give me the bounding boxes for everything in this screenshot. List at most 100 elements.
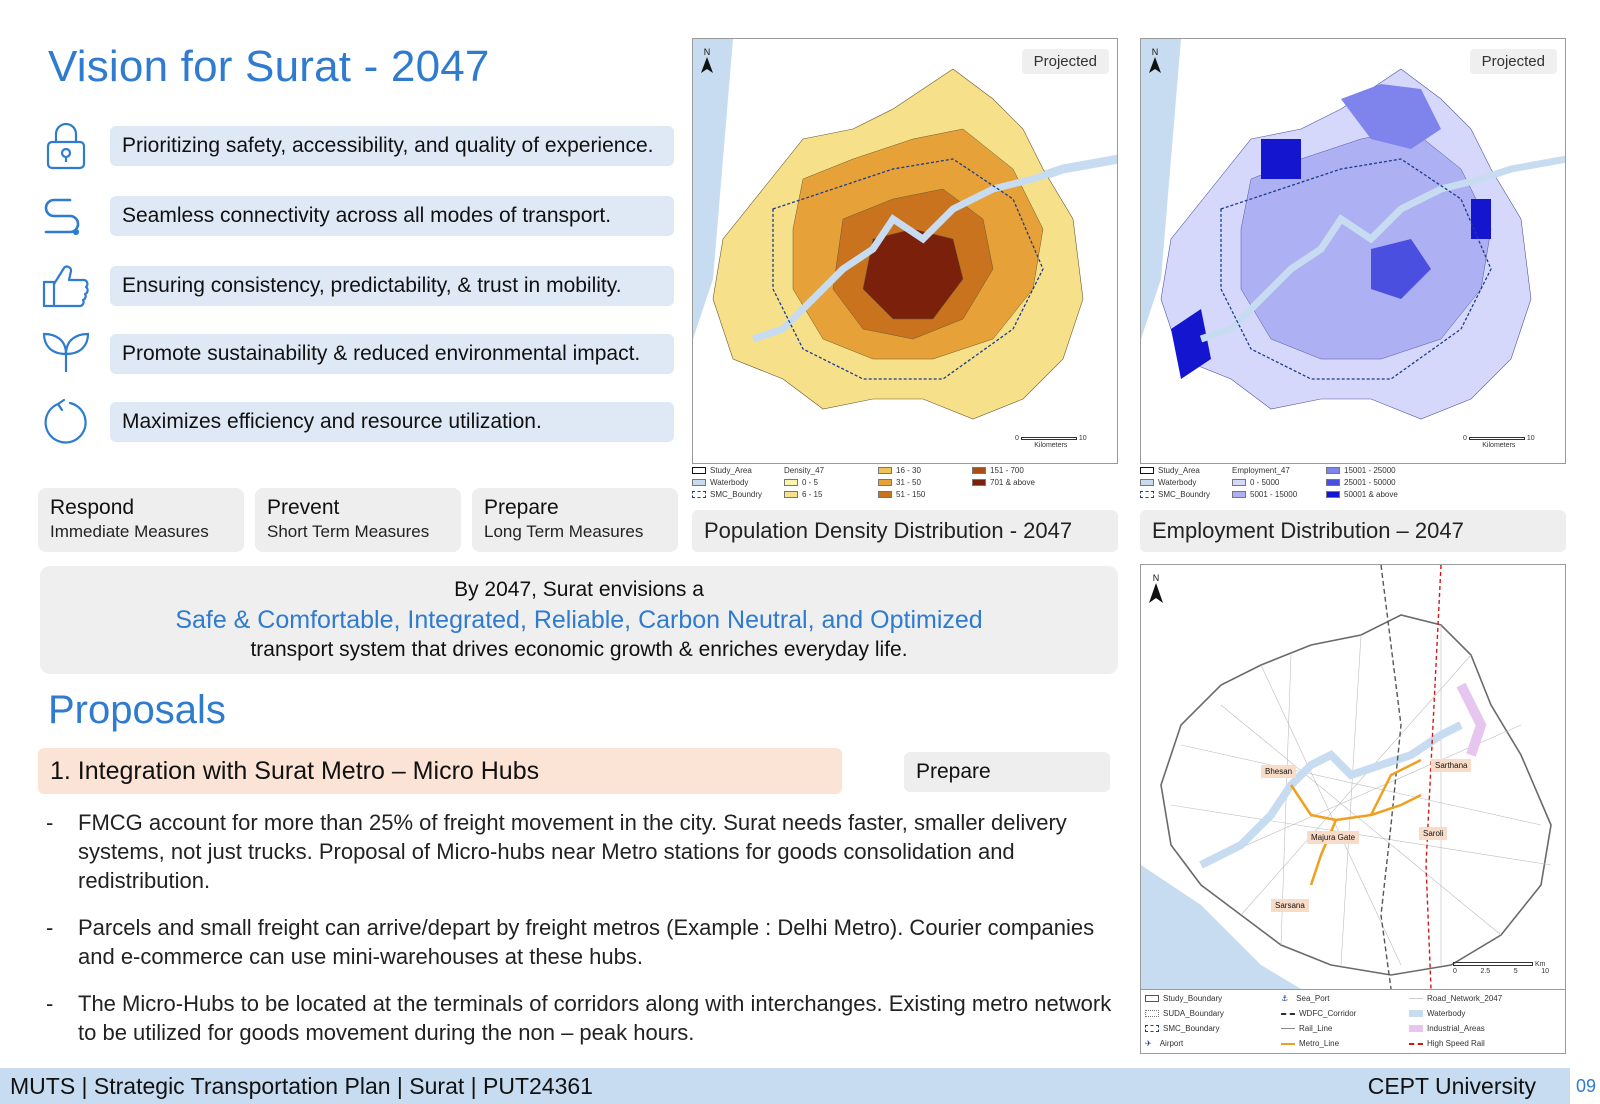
legend-class: 701 & above bbox=[972, 478, 1035, 487]
legend-item: Industrial_Areas bbox=[1409, 1024, 1485, 1033]
legend-item: Waterbody bbox=[1409, 1009, 1465, 1018]
scale-end: 10 bbox=[1526, 435, 1535, 442]
proposals-heading: Proposals bbox=[48, 688, 226, 732]
scale-unit: Kilometers bbox=[1482, 442, 1516, 449]
legend-class: 31 - 50 bbox=[878, 478, 921, 487]
north-arrow: N bbox=[701, 47, 713, 75]
legend-class: 5001 - 15000 bbox=[1232, 490, 1297, 499]
north-label: N bbox=[1151, 47, 1159, 57]
thumbs-up-icon bbox=[40, 258, 92, 310]
north-arrow: N bbox=[1149, 573, 1163, 605]
scale-start: 0 bbox=[1463, 435, 1467, 442]
page-number: 09 bbox=[1575, 1076, 1597, 1096]
horizon-title: Respond bbox=[50, 496, 135, 519]
scale-bar: 0 10 Kilometers bbox=[1463, 435, 1535, 449]
proposal-title: 1. Integration with Surat Metro – Micro … bbox=[38, 748, 842, 794]
legend-class: 0 - 5000 bbox=[1232, 478, 1279, 487]
route-icon bbox=[40, 190, 92, 242]
list-item: - FMCG account for more than 25% of freig… bbox=[46, 810, 1067, 893]
north-label: N bbox=[1152, 573, 1160, 583]
legend-class: 0 - 5 bbox=[784, 478, 818, 487]
network-legend: Study_Boundary SUDA_Boundary SMC_Boundar… bbox=[1141, 989, 1565, 1053]
anchor-icon: ⚓ bbox=[1281, 994, 1289, 1003]
legend-class: 6 - 15 bbox=[784, 490, 822, 499]
projected-badge: Projected bbox=[1021, 49, 1109, 74]
scale-bar: Km 0 2.5 5 10 bbox=[1453, 961, 1549, 975]
place-label-bhesan: Bhesan bbox=[1261, 765, 1297, 778]
vision-statement: By 2047, Surat envisions a Safe & Comfor… bbox=[40, 566, 1118, 674]
legend-item: Waterbody bbox=[1140, 478, 1196, 487]
horizon-subtitle: Short Term Measures bbox=[267, 522, 430, 541]
north-label: N bbox=[703, 47, 711, 57]
scale-unit: Km bbox=[1534, 961, 1546, 968]
density-map: N Projected 0 10 Kilometers bbox=[692, 38, 1118, 464]
statement-intro: By 2047, Surat envisions a bbox=[454, 578, 704, 601]
vision-item-trust: Ensuring consistency, predictability, & … bbox=[110, 266, 674, 306]
legend-item: ✈ Airport bbox=[1145, 1039, 1184, 1048]
legend-item: Study_Boundary bbox=[1145, 994, 1222, 1003]
legend-title: Density_47 bbox=[784, 466, 825, 475]
vision-item-connectivity: Seamless connectivity across all modes o… bbox=[110, 196, 674, 236]
projected-badge: Projected bbox=[1469, 49, 1557, 74]
employment-map: N Projected 0 10 Kilometers bbox=[1140, 38, 1566, 464]
footer-institution: CEPT University bbox=[1367, 1073, 1536, 1099]
legend-item: ⚓ Sea_Port bbox=[1281, 994, 1330, 1003]
network-map: N Bhesan Sarthana Majura Gate Saroli Sar… bbox=[1140, 564, 1566, 1054]
scale-bar: 0 10 Kilometers bbox=[1015, 435, 1087, 449]
footer-bar: MUTS | Strategic Transportation Plan | S… bbox=[0, 1068, 1570, 1104]
place-label-saroli: Saroli bbox=[1419, 827, 1448, 840]
scale-unit: Kilometers bbox=[1034, 442, 1068, 449]
legend-class: 15001 - 25000 bbox=[1326, 466, 1396, 475]
scale-start: 0 bbox=[1015, 435, 1019, 442]
scale-label: 2.5 bbox=[1480, 968, 1491, 975]
legend-item: WDFC_Corridor bbox=[1281, 1009, 1356, 1018]
horizon-subtitle: Long Term Measures bbox=[484, 522, 644, 541]
legend-item: SMC_Boundry bbox=[1140, 490, 1210, 499]
legend-item: High Speed Rail bbox=[1409, 1039, 1485, 1048]
airport-icon: ✈ bbox=[1145, 1039, 1152, 1048]
list-item: - The Micro-Hubs to be located at the ter… bbox=[46, 991, 1112, 1045]
legend-item: SUDA_Boundary bbox=[1145, 1009, 1224, 1018]
employment-legend: Study_Area Waterbody SMC_Boundry Employm… bbox=[1140, 466, 1566, 506]
density-map-caption: Population Density Distribution - 2047 bbox=[692, 510, 1118, 552]
legend-class: 25001 - 50000 bbox=[1326, 478, 1396, 487]
horizon-prevent: Prevent Short Term Measures bbox=[255, 488, 461, 552]
bullet-text: The Micro-Hubs to be located at the term… bbox=[78, 991, 1112, 1045]
legend-item: Waterbody bbox=[692, 478, 748, 487]
density-legend: Study_Area Waterbody SMC_Boundry Density… bbox=[692, 466, 1118, 506]
bullet-text: FMCG account for more than 25% of freigh… bbox=[78, 810, 1067, 893]
vision-item-efficiency: Maximizes efficiency and resource utiliz… bbox=[110, 402, 674, 442]
legend-item: Study_Area bbox=[1140, 466, 1200, 475]
legend-class: 151 - 700 bbox=[972, 466, 1024, 475]
legend-item: Metro_Line bbox=[1281, 1039, 1339, 1048]
legend-item: Study_Area bbox=[692, 466, 752, 475]
refresh-icon bbox=[40, 396, 92, 448]
scale-end: 10 bbox=[1078, 435, 1087, 442]
legend-title: Employment_47 bbox=[1232, 466, 1290, 475]
proposal-bullets: - FMCG account for more than 25% of freig… bbox=[46, 808, 1126, 1065]
proposal-horizon-tag: Prepare bbox=[904, 752, 1110, 792]
leaf-icon bbox=[40, 326, 92, 378]
legend-item: SMC_Boundry bbox=[692, 490, 762, 499]
vision-item-safety: Prioritizing safety, accessibility, and … bbox=[110, 126, 674, 166]
bullet-text: Parcels and small freight can arrive/dep… bbox=[78, 915, 1095, 969]
statement-goals: Safe & Comfortable, Integrated, Reliable… bbox=[175, 606, 983, 634]
legend-class: 16 - 30 bbox=[878, 466, 921, 475]
vision-item-sustainability: Promote sustainability & reduced environ… bbox=[110, 334, 674, 374]
place-label-majura-gate: Majura Gate bbox=[1307, 831, 1360, 844]
scale-label: 10 bbox=[1541, 968, 1549, 975]
legend-class: 50001 & above bbox=[1326, 490, 1398, 499]
lock-icon bbox=[40, 120, 92, 172]
list-item: - Parcels and small freight can arrive/de… bbox=[46, 915, 1095, 969]
employment-map-caption: Employment Distribution – 2047 bbox=[1140, 510, 1566, 552]
place-label-sarsana: Sarsana bbox=[1271, 899, 1309, 912]
statement-outcome: transport system that drives economic gr… bbox=[250, 638, 908, 661]
horizon-respond: Respond Immediate Measures bbox=[38, 488, 244, 552]
horizon-title: Prevent bbox=[267, 496, 340, 519]
scale-label: 0 bbox=[1453, 968, 1457, 975]
place-label-sarthana: Sarthana bbox=[1431, 759, 1472, 772]
footer-project-info: MUTS | Strategic Transportation Plan | S… bbox=[10, 1073, 593, 1099]
horizon-prepare: Prepare Long Term Measures bbox=[472, 488, 678, 552]
legend-item: Rail_Line bbox=[1281, 1024, 1332, 1033]
north-arrow: N bbox=[1149, 47, 1161, 75]
